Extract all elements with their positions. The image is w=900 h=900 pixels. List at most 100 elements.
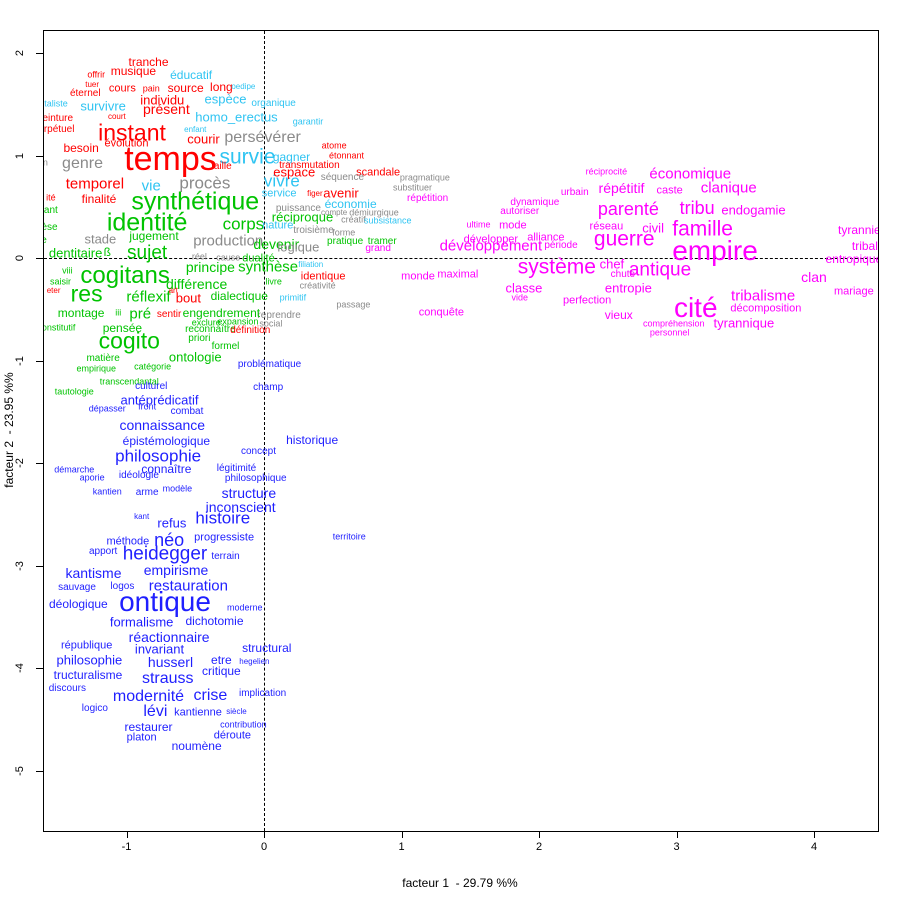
word-expansion: expansion xyxy=(217,316,259,327)
word-survie: survie xyxy=(219,145,276,169)
x-tick-mark xyxy=(676,831,678,838)
word-r-ciprocit-: réciprocité xyxy=(585,166,628,177)
word-exclure: exclure xyxy=(191,317,221,328)
word-art: art xyxy=(168,285,178,295)
word-stade: stade xyxy=(84,231,117,247)
word-italiste: italiste xyxy=(43,98,68,109)
word-antique: antique xyxy=(628,259,692,281)
word-heidegger: heidegger xyxy=(122,543,208,565)
word-autoriser: autoriser xyxy=(500,205,540,217)
word-musique: musique xyxy=(110,64,157,79)
word-rp-tuel: rpétuel xyxy=(43,123,75,135)
word-courir: courir xyxy=(187,131,220,147)
word-priori: priori xyxy=(188,332,211,344)
word--pist-mologique: épistémologique xyxy=(122,434,211,449)
word-id-ologie: idéologie xyxy=(118,470,159,482)
word-vie: vie xyxy=(141,177,161,195)
word-organique: organique xyxy=(251,98,296,110)
word-einture: einture xyxy=(43,112,74,124)
word-tramer: tramer xyxy=(367,235,397,247)
word-filiation: filiation xyxy=(298,260,324,270)
word-logos: logos xyxy=(110,581,135,593)
vertical-zero-dashed-line xyxy=(264,31,265,831)
word-tuer: tuer xyxy=(85,79,100,89)
word-aporie: aporie xyxy=(79,472,105,483)
word-terrain: terrain xyxy=(211,551,240,563)
word-mod-le: modèle xyxy=(162,483,193,494)
word-tructuralisme: tructuralisme xyxy=(53,668,123,683)
word-cat-gorie: catégorie xyxy=(134,361,172,372)
word-proc-s: procès xyxy=(179,173,231,193)
word-cit-: cité xyxy=(673,292,718,324)
plot-area: tranche offrir musique éducatif tuer cours pai… xyxy=(43,30,879,832)
word-chute: chute xyxy=(610,269,636,281)
x-tick-label: 2 xyxy=(535,841,543,853)
word-kantienne: kantienne xyxy=(174,706,222,719)
word-connaissance: connaissance xyxy=(119,417,206,434)
word-survivre: survivre xyxy=(80,98,126,114)
word-probl-matique: problématique xyxy=(237,358,302,370)
x-tick-mark xyxy=(126,831,128,838)
word-territoire: territoire xyxy=(332,531,366,542)
word-viii: viii xyxy=(62,265,73,276)
y-tick-label: 1 xyxy=(14,152,26,159)
word-dualit-: dualité xyxy=(242,252,275,265)
word--: ß xyxy=(103,244,111,259)
word-r-publique: république xyxy=(60,639,113,652)
word-strauss: strauss xyxy=(141,670,194,688)
word-formalisme: formalisme xyxy=(109,614,174,630)
x-tick-label: -1 xyxy=(121,841,132,853)
word-court: court xyxy=(107,111,126,121)
x-tick-mark xyxy=(401,831,403,838)
word-parent-: parenté xyxy=(597,198,659,219)
word-mati-re: matière xyxy=(86,353,120,365)
word-entropique: entropique xyxy=(825,252,879,267)
word-historique: historique xyxy=(286,433,339,448)
word-eter: eter xyxy=(46,285,61,295)
word-tribalisme: tribalisme xyxy=(731,287,796,305)
word-oedipe: oedipe xyxy=(231,81,256,91)
word-synth-tique: synthétique xyxy=(131,187,260,216)
word-invariant: invariant xyxy=(134,641,185,657)
word-caste: caste xyxy=(656,184,683,197)
word--volution: évolution xyxy=(104,137,149,150)
word-discours: discours xyxy=(48,682,86,694)
word-philosophie: philosophie xyxy=(115,446,202,466)
word-classe: classe xyxy=(505,280,543,296)
x-tick-label: 0 xyxy=(260,841,268,853)
word-avenir: avenir xyxy=(323,185,359,201)
word-bout: bout xyxy=(175,290,202,306)
y-tick-mark xyxy=(36,565,43,567)
word-chef: chef xyxy=(599,256,625,272)
word-clanique: clanique xyxy=(700,179,757,197)
word-logique: logique xyxy=(277,239,320,255)
word-si-cle: siècle xyxy=(226,707,247,717)
word-atome: atome xyxy=(321,140,347,151)
word-figer: figer xyxy=(307,189,323,199)
word-noum-ne: noumène xyxy=(171,738,222,753)
word-endogamie: endogamie xyxy=(721,202,786,218)
word-r-el: réel xyxy=(191,251,207,262)
word-ant: ant xyxy=(43,204,58,216)
word-r-p-tition: répétition xyxy=(407,192,449,204)
word-conqu-te: conquête xyxy=(418,306,465,319)
word-clan: clan xyxy=(801,269,827,286)
word-pragmatique: pragmatique xyxy=(399,172,450,183)
word-restauration: restauration xyxy=(148,577,228,595)
word-mode: mode xyxy=(499,219,527,232)
word-crise: crise xyxy=(193,686,228,704)
word-ant-pr-dicatif: antéprédicatif xyxy=(120,392,199,408)
word-entropie: entropie xyxy=(604,280,652,296)
word-l-gitimit-: légitimité xyxy=(216,463,257,475)
word-temps: temps xyxy=(124,139,217,178)
word-synth-se: synthèse xyxy=(238,258,299,276)
word-source: source xyxy=(167,80,204,95)
word-inconscient: inconscient xyxy=(205,499,276,516)
word-histoire: histoire xyxy=(195,508,251,528)
word-espace: espace xyxy=(273,164,316,180)
word-restaurer: restaurer xyxy=(124,720,173,735)
y-tick-label: -4 xyxy=(14,663,26,673)
word-philosophie: philosophie xyxy=(56,652,123,668)
word-empirisme: empirisme xyxy=(143,561,209,578)
word-reconna-tre: reconnaître xyxy=(185,323,236,335)
